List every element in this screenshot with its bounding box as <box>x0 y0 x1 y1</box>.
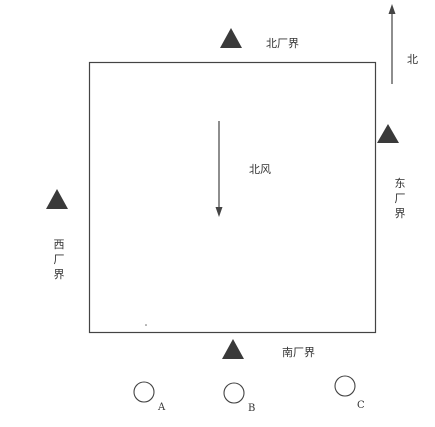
east-boundary-label: 东厂界 <box>394 177 406 220</box>
sampling-point-a-label: A <box>158 402 166 413</box>
stray-dot <box>145 324 147 326</box>
sampling-point-b-label: B <box>248 403 256 414</box>
north-monitor-triangle-icon <box>220 28 242 48</box>
south-boundary-label: 南厂界 <box>282 346 315 359</box>
plant-boundary-rect <box>88 61 377 334</box>
wind-label: 北风 <box>249 163 271 176</box>
sampling-point-b-circle <box>223 382 245 404</box>
north-direction-label: 北 <box>407 53 418 66</box>
sampling-point-c-circle <box>334 375 356 397</box>
west-boundary-label: 西厂界 <box>53 238 65 281</box>
north-boundary-label: 北厂界 <box>266 37 299 50</box>
sampling-point-c-label: C <box>357 400 365 411</box>
east-monitor-triangle-icon <box>377 124 399 143</box>
south-monitor-triangle-icon <box>222 339 244 359</box>
wind-arrow-icon <box>215 121 223 217</box>
west-monitor-triangle-icon <box>46 189 68 209</box>
north-arrow-icon <box>388 4 396 84</box>
sampling-point-a-circle <box>133 381 155 403</box>
